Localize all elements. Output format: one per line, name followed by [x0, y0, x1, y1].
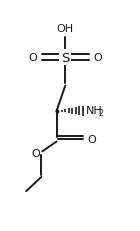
Text: O: O [87, 135, 96, 145]
Text: O: O [94, 53, 102, 63]
Text: S: S [61, 52, 69, 64]
Text: 2: 2 [98, 109, 103, 118]
Text: O: O [28, 53, 37, 63]
Text: O: O [31, 148, 40, 158]
Text: OH: OH [57, 24, 74, 34]
Text: NH: NH [86, 106, 103, 116]
